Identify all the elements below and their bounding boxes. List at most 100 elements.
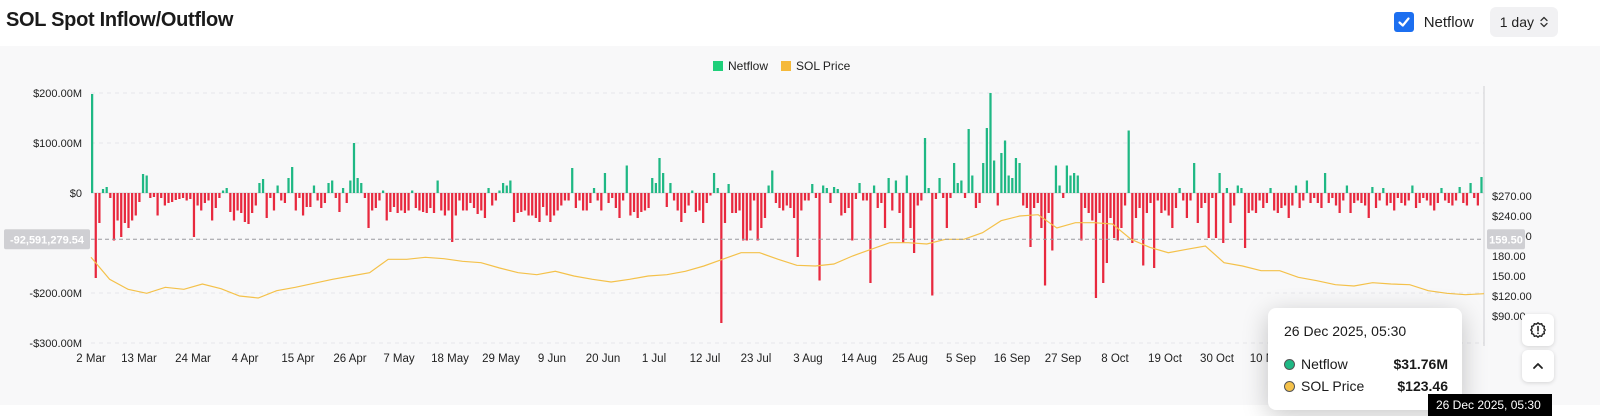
outflow-bar	[1182, 193, 1185, 201]
outflow-bar	[978, 193, 981, 203]
x-tick-label: 3 Aug	[793, 353, 822, 365]
outflow-bar	[702, 193, 705, 223]
x-tick-label: 26 Apr	[333, 353, 366, 365]
netflow-dot-icon	[1284, 358, 1295, 370]
outflow-bar	[942, 193, 945, 198]
inflow-bar	[822, 185, 825, 193]
chevron-up-icon	[1533, 363, 1543, 369]
outflow-bar	[742, 193, 745, 241]
inflow-bar	[952, 163, 956, 193]
chart-tooltip: 26 Dec 2025, 05:30 Netflow $31.76M SOL P…	[1268, 308, 1462, 410]
outflow-bar	[1062, 193, 1065, 198]
inflow-bar	[258, 183, 261, 193]
inflow-bar	[767, 185, 770, 193]
outflow-bar	[516, 193, 519, 213]
inflow-bar	[989, 93, 992, 193]
scroll-up-button[interactable]	[1522, 350, 1554, 382]
inflow-bar	[905, 175, 908, 193]
outflow-bar	[731, 193, 734, 213]
outflow-bar	[491, 193, 494, 206]
outflow-bar	[676, 193, 679, 211]
outflow-bar	[127, 193, 130, 228]
x-tick-label: 25 Aug	[892, 353, 928, 365]
outflow-bar	[560, 193, 563, 206]
outflow-bar	[1316, 193, 1319, 203]
outflow-bar	[200, 193, 203, 211]
outflow-bar	[549, 193, 552, 222]
x-tick-label: 8 Oct	[1101, 353, 1129, 365]
outflow-bar	[112, 193, 116, 241]
outflow-bar	[785, 193, 788, 206]
alert-button[interactable]	[1522, 314, 1554, 346]
outflow-bar	[192, 193, 196, 237]
x-tick-label: 12 Jul	[690, 353, 721, 365]
outflow-bar	[1302, 193, 1305, 201]
outflow-bar	[1156, 193, 1159, 201]
outflow-bar	[807, 193, 810, 201]
outflow-bar	[236, 193, 239, 211]
chart-controls: Netflow 1 day	[1393, 5, 1558, 39]
outflow-bar	[1262, 193, 1265, 208]
outflow-bar	[720, 193, 723, 323]
x-tick-label: 24 Mar	[175, 353, 211, 365]
outflow-bar	[1403, 193, 1407, 206]
interval-select[interactable]: 1 day	[1489, 7, 1558, 37]
outflow-bar	[865, 193, 868, 201]
y-right-tick-label: 180.00	[1492, 251, 1526, 263]
outflow-bar	[1025, 193, 1028, 208]
outflow-bar	[1102, 193, 1105, 283]
outflow-bar	[1309, 193, 1312, 203]
outflow-bar	[1265, 193, 1269, 203]
outflow-bar	[1433, 193, 1436, 211]
inflow-bar	[712, 173, 716, 193]
y-right-tick-label: $120.00	[1492, 291, 1532, 303]
outflow-bar	[443, 193, 447, 216]
netflow-toggle-label[interactable]: Netflow	[1423, 13, 1474, 31]
outflow-bar	[1451, 193, 1454, 206]
outflow-bar	[98, 193, 101, 223]
inflow-bar	[1058, 185, 1061, 193]
crosshair-netflow-label: -92,591,279.54	[10, 234, 85, 246]
outflow-bar	[934, 193, 938, 199]
inflow-bar	[967, 129, 970, 193]
outflow-bar	[1029, 193, 1032, 247]
outflow-bar	[480, 193, 483, 211]
outflow-bar	[1229, 193, 1232, 223]
outflow-bar	[683, 193, 687, 213]
x-tick-label: 23 Jul	[741, 353, 772, 365]
x-tick-label: 2 Mar	[76, 353, 106, 365]
tooltip-row-label: SOL Price	[1301, 378, 1365, 394]
outflow-bar	[756, 193, 759, 241]
y-left-tick-label: -$300.00M	[29, 338, 82, 350]
outflow-bar	[1105, 193, 1108, 263]
outflow-bar	[160, 193, 163, 198]
outflow-bar	[563, 193, 567, 201]
inflow-bar	[225, 188, 228, 193]
legend-swatch-netflow	[713, 61, 723, 71]
x-tick-label: 16 Sep	[994, 353, 1030, 365]
netflow-checkbox[interactable]	[1393, 12, 1414, 32]
outflow-bar	[407, 193, 410, 211]
outflow-bar	[760, 193, 763, 228]
inflow-bar	[894, 180, 898, 193]
outflow-bar	[614, 193, 617, 208]
outflow-bar	[1378, 193, 1381, 201]
inflow-bar	[960, 180, 963, 193]
inflow-bar	[923, 138, 927, 193]
outflow-bar	[1360, 193, 1363, 203]
x-tick-label: 1 Jul	[642, 353, 666, 365]
outflow-bar	[862, 193, 865, 201]
inflow-bar	[436, 180, 439, 193]
outflow-bar	[880, 193, 883, 203]
outflow-bar	[1189, 193, 1192, 201]
outflow-bar	[818, 193, 821, 281]
outflow-bar	[694, 193, 697, 212]
inflow-bar	[1193, 163, 1196, 193]
outflow-bar	[1313, 193, 1316, 198]
inflow-bar	[341, 188, 345, 193]
outflow-bar	[1396, 193, 1399, 198]
tooltip-row-price: SOL Price $123.46	[1284, 377, 1448, 395]
inflow-bar	[1000, 153, 1003, 193]
outflow-bar	[840, 193, 843, 216]
outflow-bar	[432, 193, 436, 213]
